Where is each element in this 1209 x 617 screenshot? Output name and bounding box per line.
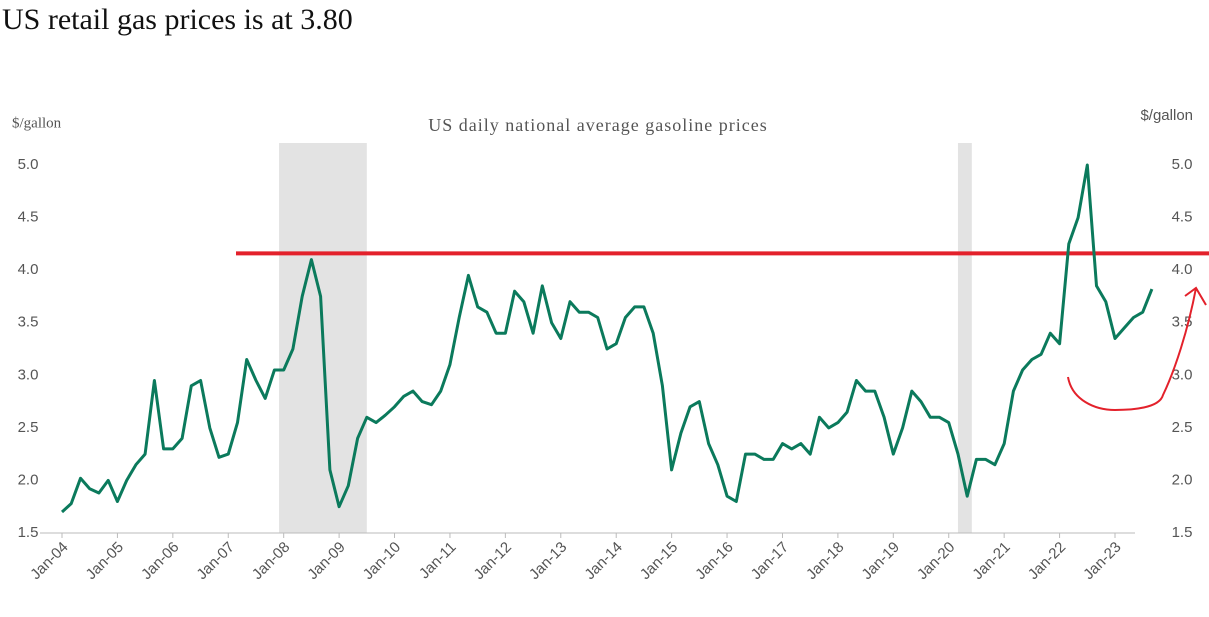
plot-area: 1.52.02.53.03.54.04.55.01.52.02.53.03.54… [18,143,1209,583]
x-tick-label: Jan-14 [581,539,625,583]
price-line [60,163,1154,514]
y-tick-label: 3.0 [18,366,39,383]
y2-axis-label: $/gallon [1140,107,1193,124]
x-tick-label: Jan-20 [914,539,958,583]
x-tick-label: Jan-23 [1080,539,1124,583]
recession-shade [957,143,972,533]
x-tick-label: Jan-07 [193,539,237,583]
y-axis-label: $/gallon [12,115,62,131]
y2-tick-label: 1.5 [1172,524,1193,541]
chart-title: US daily national average gasoline price… [428,115,767,135]
y-tick-label: 5.0 [18,156,39,173]
y2-tick-label: 2.0 [1172,471,1193,488]
x-tick-label: Jan-09 [304,539,348,583]
x-tick-label: Jan-16 [692,539,736,583]
x-tick-label: Jan-11 [416,539,460,583]
y-tick-label: 2.5 [18,419,39,436]
y-tick-label: 1.5 [18,524,39,541]
x-tick-label: Jan-05 [83,539,127,583]
y-tick-label: 4.0 [18,261,39,278]
y-tick-label: 4.5 [18,209,39,226]
x-tick-label: Jan-04 [27,539,71,583]
y2-tick-label: 3.0 [1172,366,1193,383]
x-tick-label: Jan-21 [969,539,1013,583]
y2-tick-label: 5.0 [1172,156,1193,173]
x-tick-label: Jan-13 [526,539,570,583]
page-title: US retail gas prices is at 3.80 [2,3,353,36]
y2-tick-label: 2.5 [1172,419,1193,436]
y-tick-label: 3.5 [18,314,39,331]
y2-tick-label: 4.5 [1172,209,1193,226]
y-tick-label: 2.0 [18,471,39,488]
x-tick-label: Jan-22 [1025,539,1069,583]
x-tick-label: Jan-12 [471,539,515,583]
hand-drawn-arrow [1067,286,1207,412]
x-tick-label: Jan-15 [637,539,681,583]
x-tick-label: Jan-06 [138,539,182,583]
x-tick-label: Jan-19 [858,539,902,583]
x-tick-label: Jan-08 [249,539,293,583]
x-tick-label: Jan-18 [803,539,847,583]
x-tick-label: Jan-17 [748,539,792,583]
y2-tick-label: 4.0 [1172,261,1193,278]
x-tick-label: Jan-10 [360,539,404,583]
